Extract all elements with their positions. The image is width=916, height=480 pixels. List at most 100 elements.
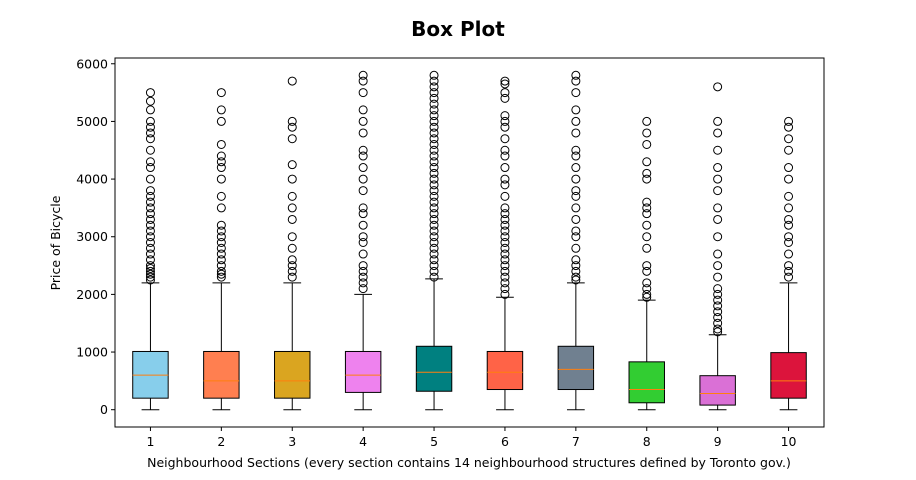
outlier-point (429, 99, 439, 109)
outlier-point (500, 238, 510, 247)
outlier-point (429, 226, 439, 236)
outlier-point (713, 272, 723, 282)
y-tick-label: 0 (100, 402, 108, 417)
outlier-point (571, 226, 581, 236)
outlier-point (571, 243, 581, 253)
outlier-point (642, 292, 652, 302)
y-axis: 0 1000 2000 3000 4000 5000 6000 (76, 56, 115, 417)
outlier-point (216, 116, 226, 126)
x-axis: 1 2 3 4 5 6 7 8 9 10 (146, 427, 797, 449)
outlier-point (358, 88, 368, 98)
outlier-point (571, 70, 581, 80)
outlier-point (429, 82, 439, 92)
outlier-point (784, 191, 794, 201)
outlier-point (429, 191, 439, 201)
outlier-point (571, 186, 581, 196)
outlier-point (216, 232, 226, 242)
x-tick-label: 6 (501, 434, 509, 449)
outlier-point (287, 116, 297, 126)
outlier-point (642, 116, 652, 126)
outlier-point (429, 220, 439, 230)
outlier-point (429, 111, 439, 121)
outlier-point (145, 145, 155, 155)
outlier-point (358, 266, 368, 276)
outlier-point (500, 134, 510, 144)
outlier-point (429, 93, 439, 103)
outlier-point (145, 238, 155, 247)
outlier-point (784, 116, 794, 126)
outlier-point (713, 163, 723, 173)
outlier-point (713, 289, 723, 299)
outlier-point (145, 197, 155, 207)
outlier-point (216, 243, 226, 253)
y-tick-label: 1000 (76, 345, 108, 360)
outlier-point (145, 269, 155, 279)
y-tick-label: 3000 (76, 229, 108, 244)
outlier-point (784, 220, 794, 230)
outlier-point (500, 145, 510, 155)
box-iqr (699, 375, 736, 406)
outlier-point (145, 263, 155, 273)
outlier-point (429, 88, 439, 98)
outlier-point (429, 145, 439, 155)
outlier-point (216, 88, 226, 98)
outlier-point (429, 105, 439, 115)
outlier-point (713, 301, 723, 311)
outlier-point (784, 122, 794, 132)
x-tick-label: 7 (572, 434, 580, 449)
box-iqr (628, 361, 665, 404)
outlier-point (571, 174, 581, 184)
outlier-point (784, 134, 794, 144)
outlier-point (145, 105, 155, 115)
box-iqr (486, 350, 524, 391)
outlier-point (784, 163, 794, 173)
outlier-point (145, 209, 155, 219)
outlier-point (429, 209, 439, 219)
x-tick-label: 8 (643, 434, 651, 449)
outlier-point (358, 238, 368, 247)
outlier-point (642, 203, 652, 213)
outlier-point (713, 186, 723, 196)
x-tick-label: 9 (714, 434, 722, 449)
outlier-point (713, 261, 723, 271)
outlier-point (216, 255, 226, 265)
outlier-point (145, 232, 155, 242)
box-iqr (415, 345, 453, 392)
x-axis-label: Neighbourhood Sections (every section co… (147, 455, 791, 470)
outlier-point (216, 105, 226, 115)
outlier-point (145, 266, 155, 276)
outlier-point (500, 191, 510, 201)
outlier-point (287, 122, 297, 132)
outlier-point (784, 174, 794, 184)
outlier-point (500, 163, 510, 173)
outlier-point (642, 243, 652, 253)
outlier-point (713, 128, 723, 138)
box-group (770, 116, 807, 411)
outlier-point (429, 76, 439, 86)
outlier-point (287, 191, 297, 201)
outlier-point (784, 266, 794, 276)
outlier-point (642, 157, 652, 167)
outlier-point (713, 145, 723, 155)
outlier-point (571, 214, 581, 224)
outlier-point (713, 116, 723, 126)
outlier-point (571, 88, 581, 98)
box-group (486, 76, 524, 411)
outlier-point (145, 96, 155, 106)
outlier-point (429, 214, 439, 224)
outlier-point (145, 203, 155, 213)
outlier-point (571, 76, 581, 86)
box-group (699, 82, 736, 411)
x-tick-label: 10 (781, 434, 797, 449)
outlier-point (642, 232, 652, 242)
outlier-point (145, 163, 155, 173)
outlier-point (216, 203, 226, 213)
outlier-point (216, 139, 226, 149)
outlier-point (571, 151, 581, 161)
outlier-point (145, 249, 155, 259)
outlier-point (145, 226, 155, 236)
outlier-point (784, 203, 794, 213)
outlier-point (358, 220, 368, 230)
outlier-point (287, 203, 297, 213)
